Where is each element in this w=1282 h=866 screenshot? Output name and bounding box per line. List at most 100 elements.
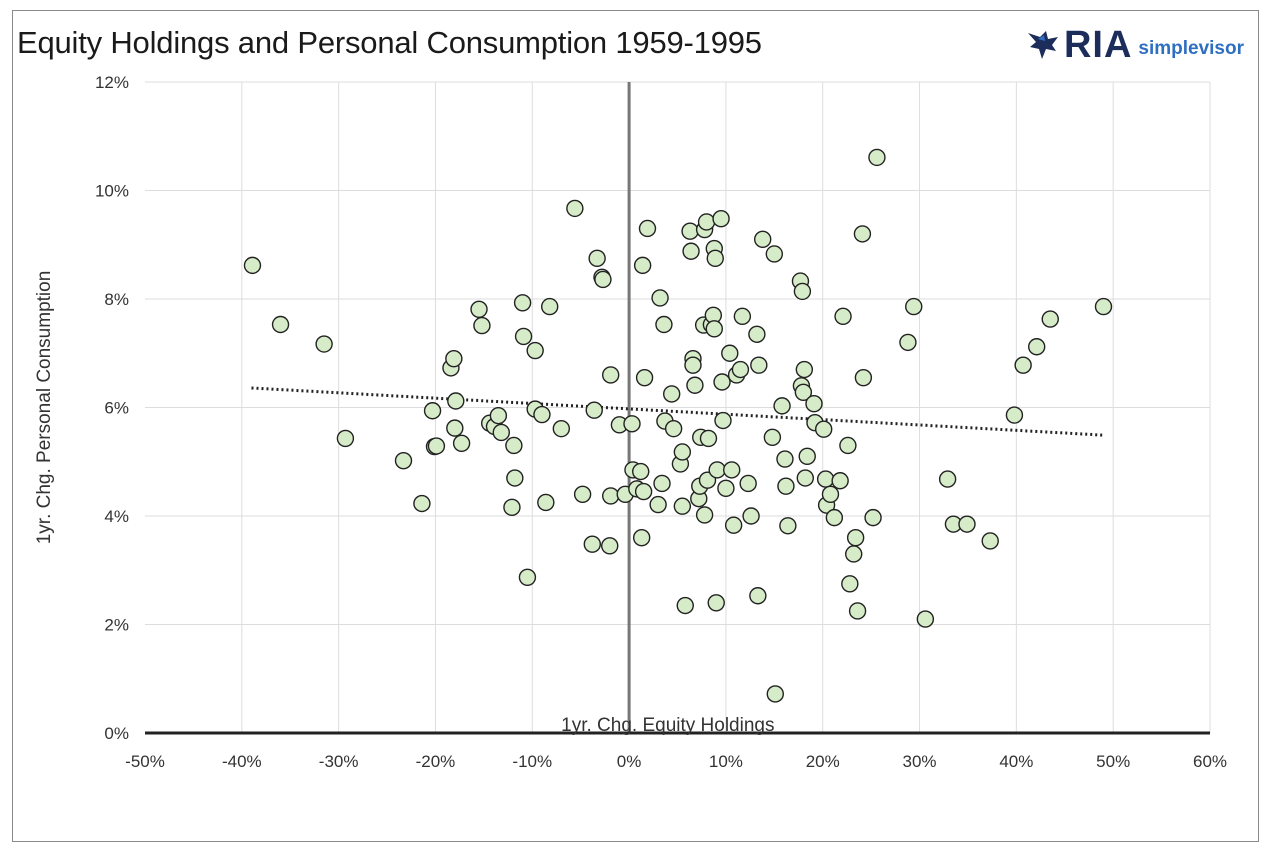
data-point	[492, 423, 510, 442]
data-point	[655, 315, 673, 334]
y-tick-label: 2%	[104, 616, 129, 635]
chart-frame: Equity Holdings and Personal Consumption…	[12, 10, 1259, 842]
data-point	[634, 482, 653, 501]
data-point	[588, 249, 606, 268]
data-point	[706, 249, 724, 268]
data-point	[899, 333, 917, 352]
data-point	[336, 429, 355, 448]
y-tick-label: 8%	[104, 290, 129, 309]
data-point	[662, 385, 681, 403]
data-point	[717, 479, 735, 498]
data-point	[473, 316, 491, 335]
data-point	[1094, 297, 1113, 316]
y-tick-label: 4%	[104, 507, 129, 526]
data-point	[447, 392, 465, 410]
data-point	[708, 461, 726, 479]
data-point	[552, 419, 571, 438]
y-tick-label: 6%	[104, 399, 129, 418]
data-point	[763, 428, 782, 447]
data-point	[632, 529, 651, 547]
data-point	[243, 256, 262, 275]
data-point	[814, 420, 833, 438]
data-point	[676, 596, 694, 615]
data-point	[518, 568, 537, 587]
data-point	[684, 356, 702, 374]
data-point	[452, 434, 471, 453]
data-point	[583, 535, 601, 553]
data-point	[681, 222, 699, 240]
data-point	[633, 256, 652, 275]
data-point	[750, 356, 768, 374]
data-point	[601, 366, 620, 384]
data-point	[848, 602, 867, 620]
data-point	[724, 516, 743, 534]
data-point	[503, 498, 521, 517]
data-point	[739, 474, 757, 493]
data-point	[413, 494, 431, 513]
data-point	[446, 419, 464, 437]
data-point	[723, 461, 741, 479]
data-point	[776, 450, 794, 468]
data-point	[834, 307, 852, 326]
data-point	[649, 495, 667, 514]
data-point	[721, 344, 739, 362]
trendline	[251, 386, 1104, 437]
x-tick-label: 30%	[903, 752, 937, 771]
data-point	[537, 493, 555, 512]
data-point	[793, 282, 812, 301]
data-points	[243, 148, 1113, 703]
data-point	[754, 230, 772, 249]
data-point	[664, 419, 683, 438]
data-point	[686, 376, 704, 394]
data-point	[1041, 310, 1059, 328]
x-tick-label: -20%	[416, 752, 456, 771]
data-point	[673, 443, 692, 461]
data-point	[697, 213, 716, 231]
data-point	[845, 545, 863, 563]
data-point	[795, 360, 814, 379]
data-point	[841, 575, 859, 593]
data-point	[794, 383, 813, 402]
data-point	[796, 469, 814, 487]
data-point	[798, 447, 816, 466]
data-point	[673, 497, 692, 515]
data-point	[868, 148, 886, 167]
data-point	[585, 401, 603, 419]
y-tick-label: 10%	[95, 182, 129, 201]
data-point	[733, 307, 752, 326]
data-point	[853, 225, 872, 243]
data-point	[981, 532, 999, 550]
data-point	[731, 360, 750, 379]
x-tick-label: 50%	[1096, 752, 1130, 771]
data-point	[905, 297, 923, 316]
data-point	[1005, 406, 1024, 424]
data-point	[394, 451, 413, 470]
data-point	[839, 436, 857, 455]
data-point	[916, 610, 935, 628]
logo-subtitle: simplevisor	[1138, 38, 1244, 59]
chart-title: Equity Holdings and Personal Consumption…	[17, 25, 762, 60]
x-tick-label: 0%	[617, 752, 642, 771]
data-point	[505, 436, 523, 455]
data-point	[805, 395, 823, 413]
data-point	[470, 300, 488, 319]
y-tick-label: 12%	[95, 73, 129, 92]
gridlines	[145, 81, 1211, 733]
data-point	[749, 587, 767, 605]
data-point	[748, 325, 766, 343]
data-point	[601, 537, 619, 555]
y-axis-title: 1yr. Chg. Personal Consumption	[34, 271, 55, 545]
x-tick-label: -10%	[512, 752, 552, 771]
trendline-layer	[251, 386, 1104, 437]
data-point	[601, 487, 620, 505]
data-point	[831, 472, 849, 490]
data-point	[514, 327, 533, 346]
x-tick-label: 60%	[1193, 752, 1227, 771]
data-point	[779, 517, 797, 535]
data-point	[651, 289, 669, 307]
data-point	[695, 506, 714, 524]
data-point	[533, 405, 551, 424]
data-point	[638, 219, 657, 238]
data-point	[773, 397, 791, 415]
